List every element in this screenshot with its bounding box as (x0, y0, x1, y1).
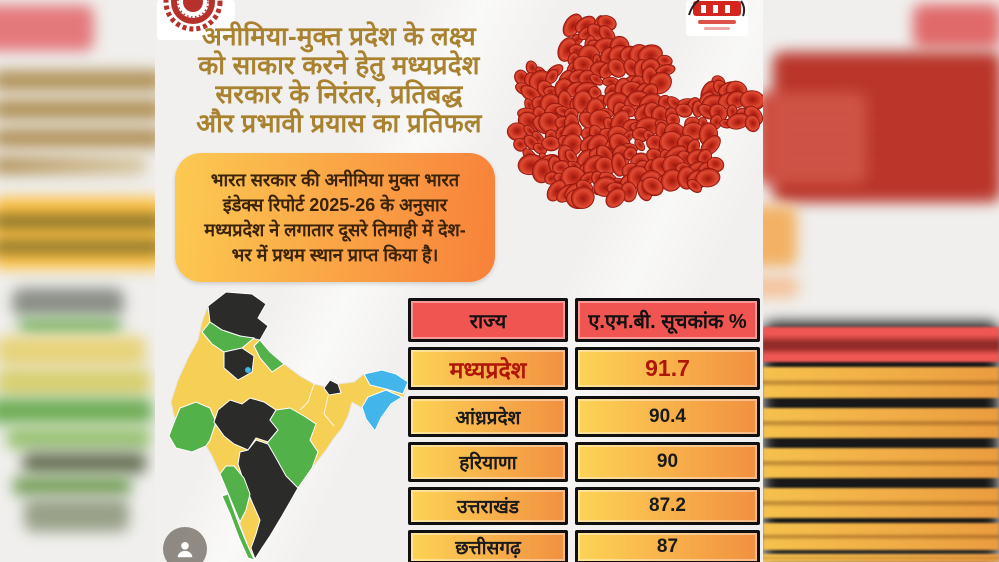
index-value-cell: 90 (575, 442, 760, 482)
state-name-cell: मध्यप्रदेश (408, 347, 568, 390)
info-line: मध्यप्रदेश ने लगातार दूसरे तिमाही में दे… (204, 219, 466, 240)
map-state-borders (299, 383, 335, 427)
blurred-backdrop-right (763, 0, 999, 562)
headline-line: और प्रभावी प्रयास का प्रतिफल (196, 108, 482, 138)
info-line: इंडेक्स रिपोर्ट 2025-26 के अनुसार (222, 194, 448, 215)
table-row: उत्तराखंड 87.2 (408, 487, 760, 525)
india-map (168, 291, 409, 562)
blood-cells-mp-shape-illustration (506, 13, 763, 210)
map-state-kerala (221, 493, 257, 561)
map-state-delhi (245, 367, 251, 373)
info-line: भर में प्रथम स्थान प्राप्त किया है। (231, 244, 439, 265)
nhm-logo-icon (688, 0, 746, 30)
headline-line: अनीमिया-मुक्त प्रदेश के लक्ष्य (202, 21, 476, 51)
person-icon (177, 541, 193, 558)
state-name-cell: हरियाणा (408, 442, 568, 482)
highlight-info-box: भारत सरकार की अनीमिया मुक्त भारत इंडेक्स… (175, 153, 495, 282)
table-row: आंध्रप्रदेश 90.4 (408, 396, 760, 437)
map-state-arunachal (363, 369, 409, 395)
table-header-row: राज्य ए.एम.बी. सूचकांक % (408, 298, 760, 342)
headline-line: सरकार के निरंतर, प्रतिबद्ध (215, 79, 463, 109)
mp-emblem-icon (163, 0, 223, 32)
table-header-state: राज्य (408, 298, 568, 342)
poster: अनीमिया-मुक्त प्रदेश के लक्ष्य को साकार … (155, 0, 763, 562)
table-row: मध्यप्रदेश 91.7 (408, 347, 760, 390)
index-value-cell: 87.2 (575, 487, 760, 525)
table-row: छत्तीसगढ़ 87 (408, 530, 760, 562)
blurred-backdrop-left (0, 0, 155, 562)
poster-headline: अनीमिया-मुक्त प्रदेश के लक्ष्य को साकार … (173, 22, 505, 138)
avatar[interactable] (163, 527, 207, 562)
mp-government-emblem-logo (157, 0, 235, 40)
state-name-cell: आंध्रप्रदेश (408, 396, 568, 437)
map-state-northeast (361, 389, 404, 432)
table-header-index: ए.एम.बी. सूचकांक % (575, 298, 760, 342)
state-name-cell: छत्तीसगढ़ (408, 530, 568, 562)
map-state-sikkim (323, 379, 342, 396)
index-value-cell: 87 (575, 530, 760, 562)
nhm-logo (686, 0, 748, 36)
index-value-cell: 90.4 (575, 396, 760, 437)
index-value-cell: 91.7 (575, 347, 760, 390)
headline-line: को साकार करने हेतु मध्यप्रदेश (198, 50, 480, 80)
ranking-table: राज्य ए.एम.बी. सूचकांक % मध्यप्रदेश 91.7… (408, 298, 760, 562)
state-name-cell: उत्तराखंड (408, 487, 568, 525)
table-row: हरियाणा 90 (408, 442, 760, 482)
map-state-karnataka (219, 465, 251, 524)
info-line: भारत सरकार की अनीमिया मुक्त भारत (210, 169, 460, 190)
map-state-uttarakhand (253, 339, 285, 373)
